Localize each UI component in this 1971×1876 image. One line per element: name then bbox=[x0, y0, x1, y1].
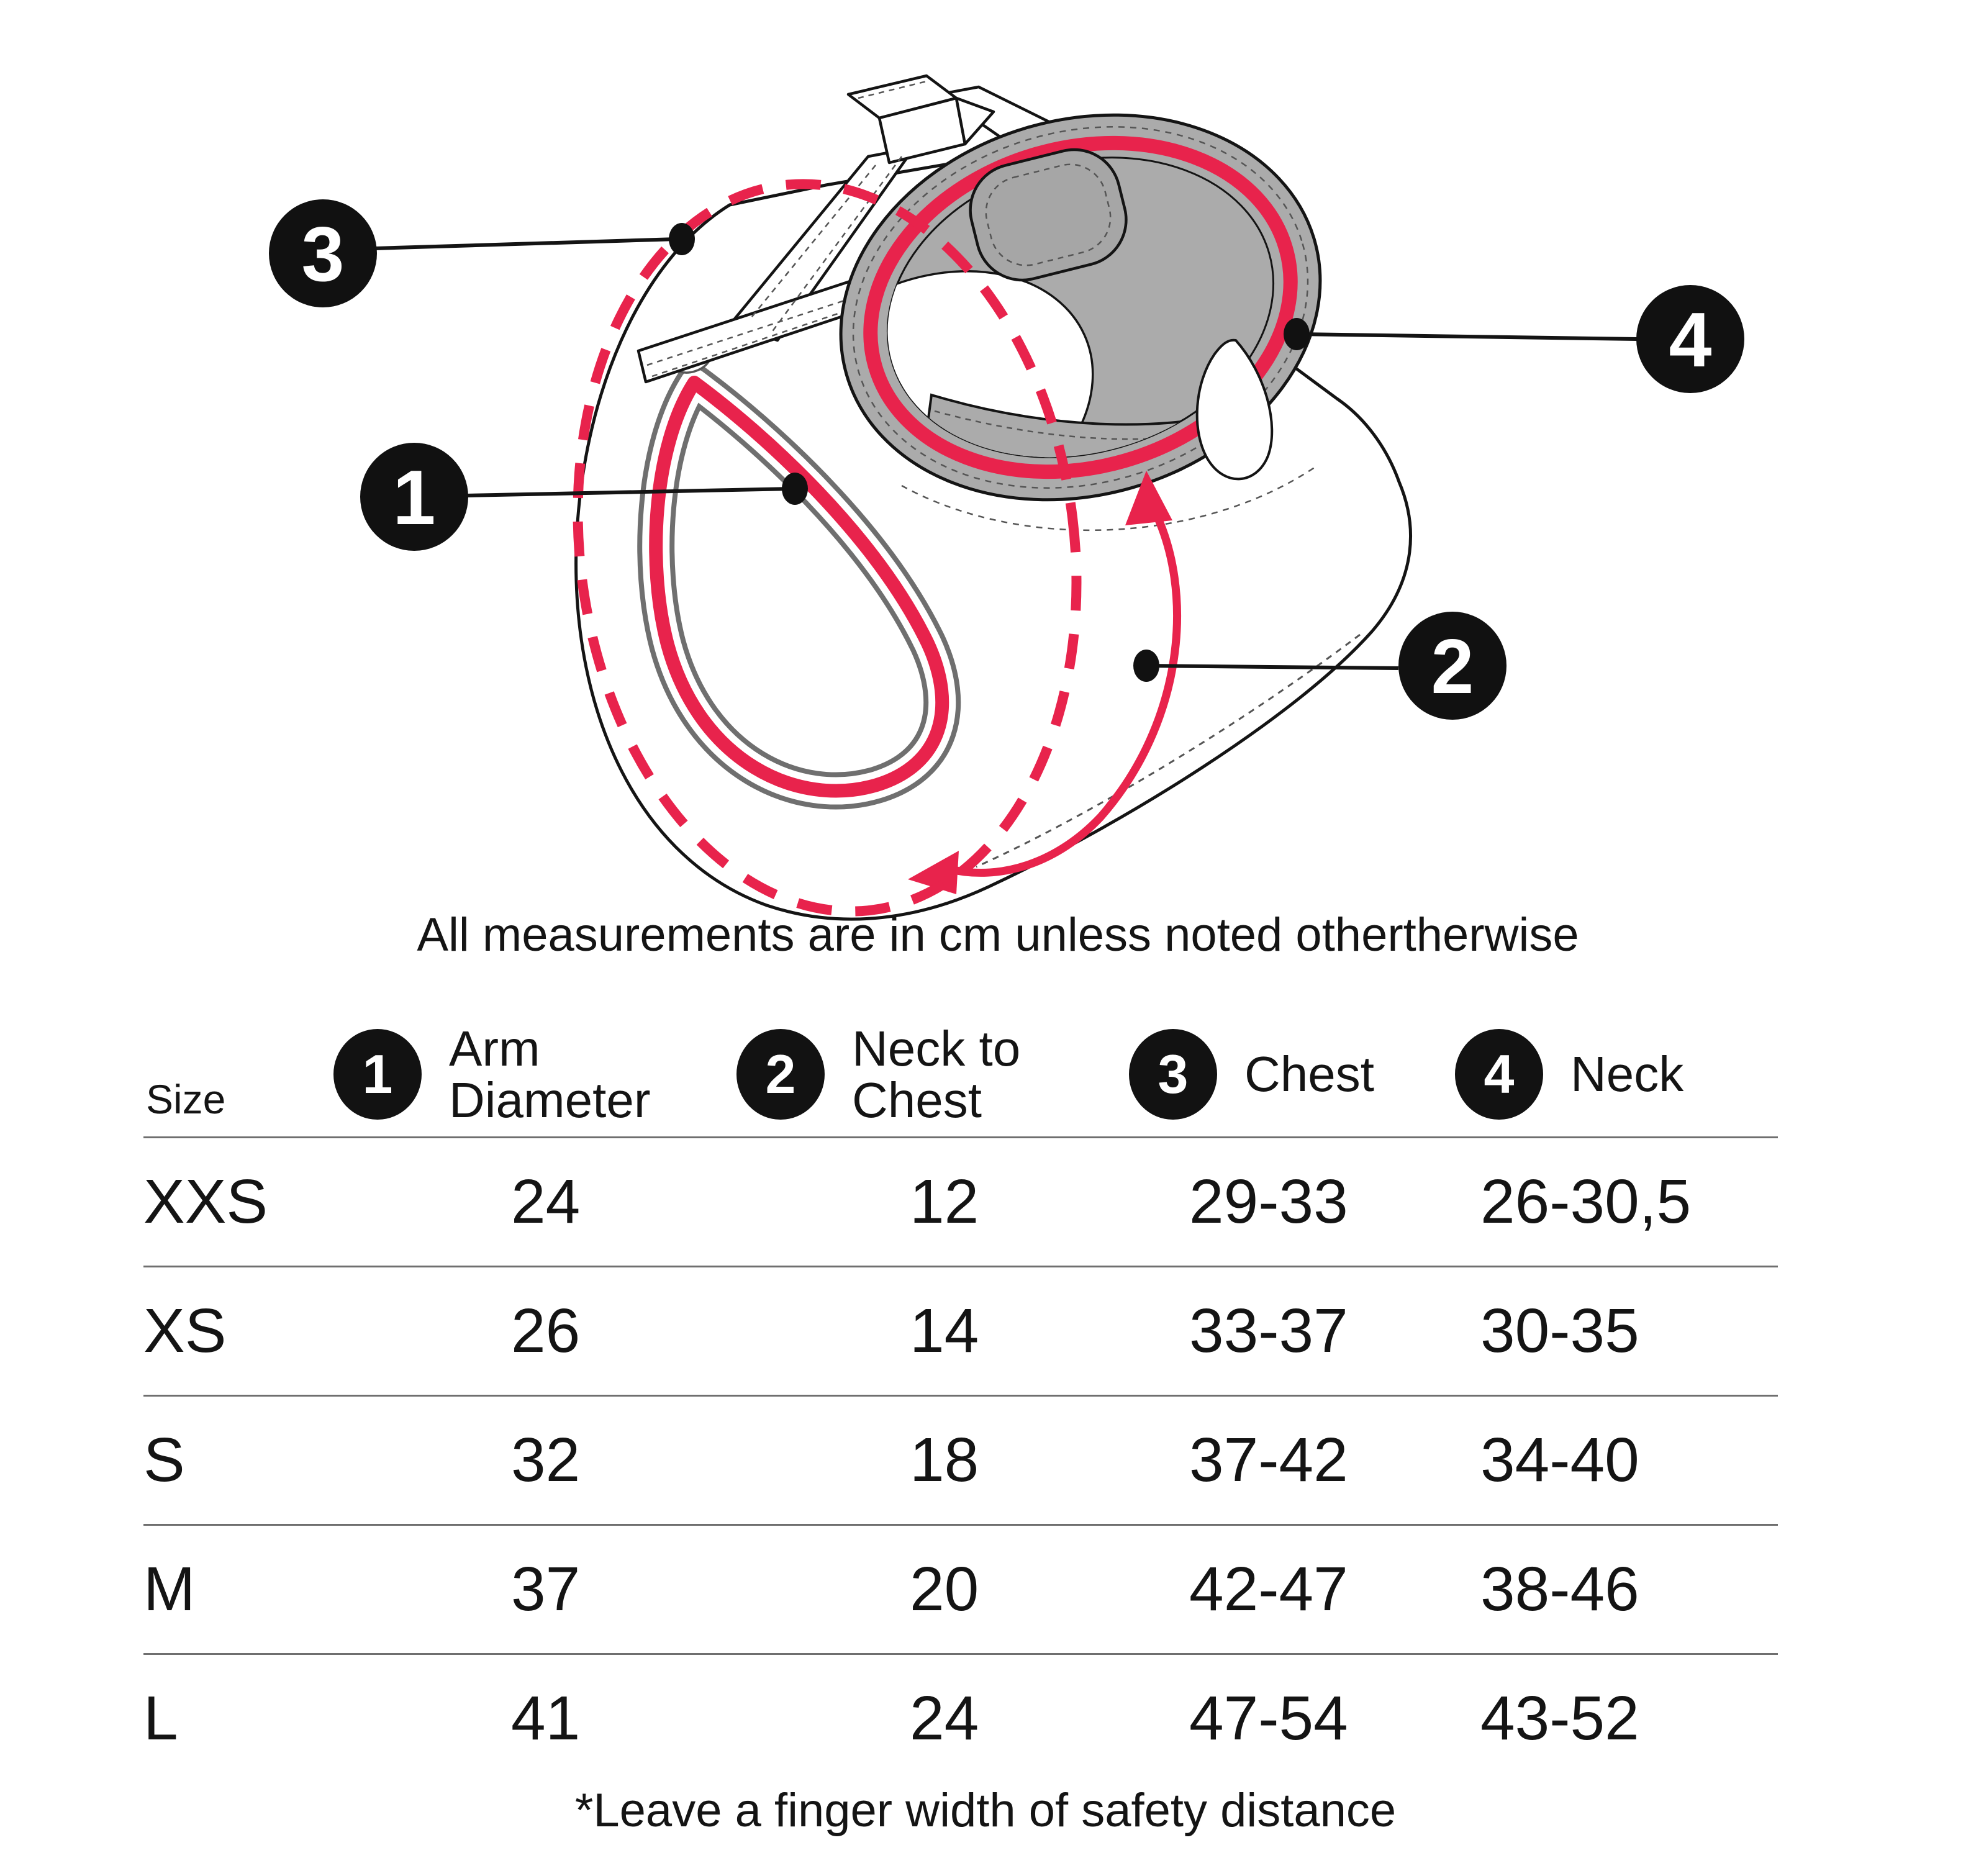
neck-lining-panel bbox=[969, 148, 1128, 282]
neck-to-chest-arrow bbox=[908, 471, 1182, 894]
handle-fold bbox=[954, 96, 995, 146]
callout-dot-2 bbox=[1133, 650, 1159, 682]
size-table-header: Size 1 Arm Diameter 2 Neck to Chest 3 Ch… bbox=[143, 1012, 1778, 1136]
neck-to-chest-value: 14 bbox=[910, 1296, 979, 1366]
header-label-line: Chest bbox=[852, 1072, 982, 1128]
neck-value: 38-46 bbox=[1480, 1554, 1639, 1624]
column-header-neck: 4 Neck bbox=[1455, 1012, 1683, 1136]
header-label-line: Neck to bbox=[852, 1020, 1021, 1076]
column-header-chest: 3 Chest bbox=[1129, 1012, 1374, 1136]
table-row-s: S 32 18 37-42 34-40 bbox=[143, 1395, 1778, 1524]
neck-value: 26-30,5 bbox=[1480, 1167, 1692, 1236]
callout-badge-1 bbox=[360, 443, 468, 551]
size-cell: M bbox=[143, 1554, 196, 1624]
callout-badge-3 bbox=[269, 199, 377, 307]
size-cell: XXS bbox=[143, 1167, 268, 1236]
header-badge-2: 2 bbox=[736, 1029, 825, 1120]
callout-dot-1 bbox=[782, 473, 808, 505]
callout-number-2: 2 bbox=[1431, 624, 1474, 710]
arm-diameter-value: 26 bbox=[511, 1296, 581, 1366]
chest-value: 33-37 bbox=[1189, 1296, 1348, 1366]
callout-dot-4 bbox=[1284, 318, 1310, 350]
units-caption: All measurements are in cm unless noted … bbox=[417, 909, 1579, 961]
arm-diameter-value: 37 bbox=[511, 1554, 581, 1624]
neck-value: 34-40 bbox=[1480, 1425, 1639, 1495]
callout-dots bbox=[669, 223, 1310, 682]
neck-to-chest-value: 12 bbox=[910, 1167, 979, 1236]
table-row-xxs: XXS 24 12 29-33 26-30,5 bbox=[143, 1136, 1778, 1266]
chest-dashed-ellipse bbox=[573, 179, 1082, 917]
table-row-l: L 41 24 47-54 43-52 bbox=[143, 1653, 1778, 1782]
neck-value: 43-52 bbox=[1480, 1683, 1639, 1753]
callout-badge-2 bbox=[1398, 612, 1507, 720]
neck-to-chest-value: 24 bbox=[910, 1683, 979, 1753]
column-header-neck-to-chest: 2 Neck to Chest bbox=[736, 1012, 1020, 1136]
header-label-line: Neck bbox=[1570, 1046, 1684, 1102]
neck-to-chest-value: 18 bbox=[910, 1425, 979, 1495]
header-label-line: Arm bbox=[449, 1020, 540, 1076]
arm-diameter-value: 24 bbox=[511, 1167, 581, 1236]
callout-dot-3 bbox=[669, 223, 695, 255]
table-row-xs: XS 26 14 33-37 30-35 bbox=[143, 1266, 1778, 1395]
size-cell: S bbox=[143, 1425, 185, 1495]
callout-number-4: 4 bbox=[1669, 297, 1712, 383]
size-column-header: Size bbox=[146, 1076, 226, 1122]
arm-diameter-value: 32 bbox=[511, 1425, 581, 1495]
harness-measurement-diagram: 3 1 4 2 bbox=[269, 74, 1744, 921]
chest-value: 29-33 bbox=[1189, 1167, 1348, 1236]
safety-footnote: *Leave a finger width of safety distance bbox=[574, 1784, 1397, 1837]
callout-badges: 3 1 4 2 bbox=[269, 199, 1744, 720]
table-row-m: M 37 20 42-47 38-46 bbox=[143, 1524, 1778, 1653]
size-cell: XS bbox=[143, 1296, 227, 1366]
neck-value: 30-35 bbox=[1480, 1296, 1639, 1366]
callout-number-3: 3 bbox=[302, 212, 345, 297]
chest-value: 37-42 bbox=[1189, 1425, 1348, 1495]
header-badge-4: 4 bbox=[1455, 1029, 1543, 1120]
callout-leaders bbox=[374, 237, 1638, 670]
size-table: Size 1 Arm Diameter 2 Neck to Chest 3 Ch… bbox=[143, 1012, 1778, 1782]
size-cell: L bbox=[143, 1683, 178, 1753]
neck-to-chest-value: 20 bbox=[910, 1554, 979, 1624]
header-label-line: Diameter bbox=[449, 1072, 651, 1128]
armhole-opening bbox=[637, 364, 961, 810]
column-header-arm-diameter: 1 Arm Diameter bbox=[333, 1012, 651, 1136]
neck-notch bbox=[1195, 338, 1274, 481]
callout-number-1: 1 bbox=[393, 455, 436, 541]
header-badge-1: 1 bbox=[333, 1029, 422, 1120]
chest-value: 47-54 bbox=[1189, 1683, 1348, 1753]
chest-value: 42-47 bbox=[1189, 1554, 1348, 1624]
callout-badge-4 bbox=[1636, 285, 1744, 393]
arm-diameter-value: 41 bbox=[511, 1683, 581, 1753]
header-badge-3: 3 bbox=[1129, 1029, 1217, 1120]
header-label-line: Chest bbox=[1244, 1046, 1374, 1102]
